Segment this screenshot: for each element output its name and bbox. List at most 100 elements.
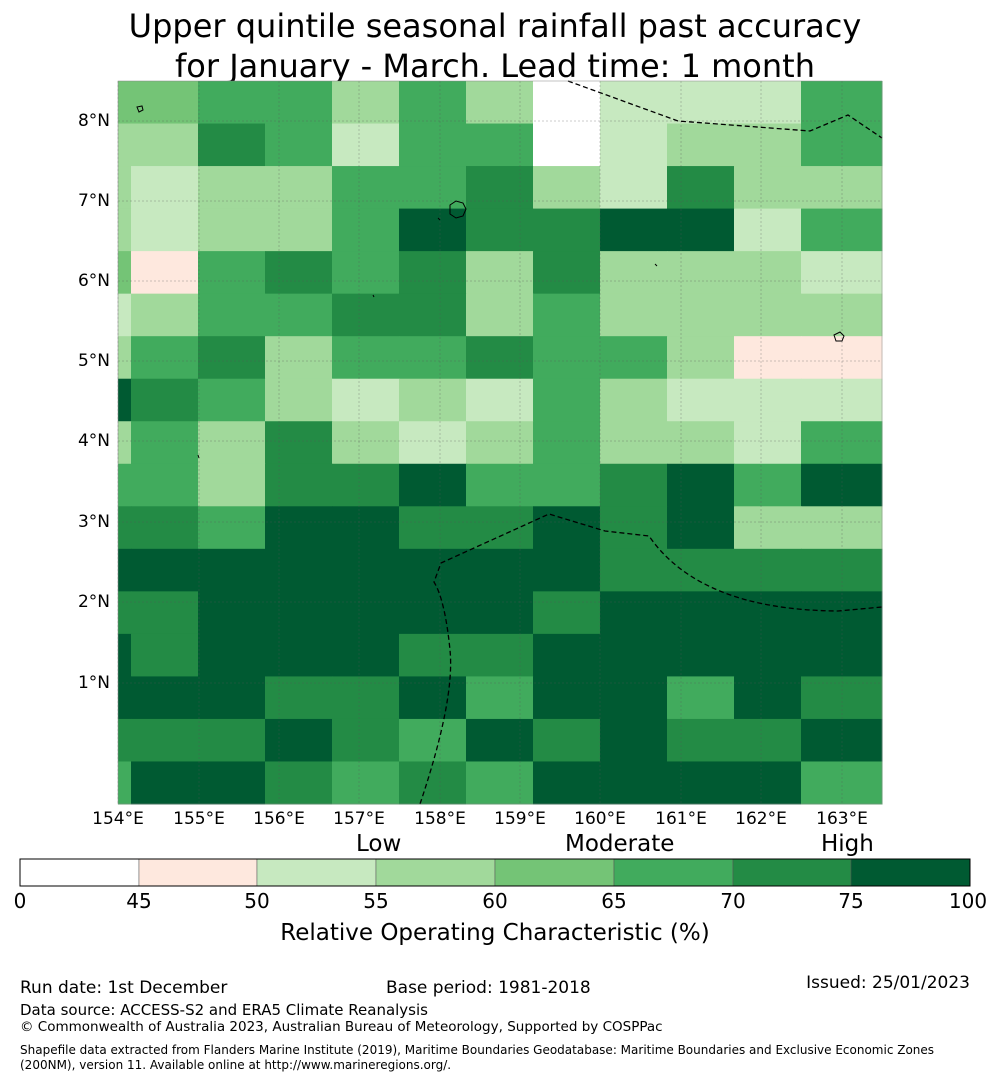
grid-cell xyxy=(332,293,400,337)
colorbar-tick-65: 65 xyxy=(601,889,627,913)
grid-cell xyxy=(533,591,601,635)
grid-cell xyxy=(533,378,601,422)
map-graticule xyxy=(117,81,882,804)
grid-cell xyxy=(600,208,668,252)
lat-label-8n: 8°N xyxy=(77,111,110,131)
grid-cell xyxy=(466,633,534,677)
grid-cell xyxy=(332,591,400,635)
island-kosrae xyxy=(833,331,845,342)
colorbar-tick-75: 75 xyxy=(838,889,864,913)
grid-cell xyxy=(131,208,199,252)
island-small-3 xyxy=(372,294,375,298)
grid-cell xyxy=(131,81,199,125)
island-small-4 xyxy=(197,454,200,459)
grid-cell xyxy=(600,166,668,210)
grid-cell xyxy=(118,591,132,635)
grid-cell xyxy=(198,336,266,380)
grid-cell xyxy=(533,336,601,380)
grid-cell xyxy=(734,548,802,592)
grid-cell xyxy=(118,336,132,380)
grid-cell xyxy=(198,676,266,720)
grid-cell xyxy=(600,421,668,465)
colorbar-swatch xyxy=(256,858,377,887)
grid-cell xyxy=(466,293,534,337)
grid-cell xyxy=(131,633,199,677)
colorbar-swatch xyxy=(494,858,615,887)
grid-cell xyxy=(265,591,333,635)
grid-cell xyxy=(600,123,668,167)
map-title: Upper quintile seasonal rainfall past ac… xyxy=(0,6,990,86)
grid-cell xyxy=(734,591,802,635)
grid-cell xyxy=(600,81,668,125)
grid-cell xyxy=(734,208,802,252)
grid-cell xyxy=(198,378,266,422)
grid-cell xyxy=(533,81,601,125)
grid-cell xyxy=(466,251,534,295)
grid-cell xyxy=(466,761,534,805)
grid-cell xyxy=(332,463,400,507)
grid-cell xyxy=(466,81,534,125)
grid-cell xyxy=(600,591,668,635)
accuracy-map xyxy=(117,80,883,805)
grid-cell xyxy=(198,463,266,507)
grid-cell xyxy=(399,293,467,337)
island-small-1 xyxy=(437,217,441,221)
grid-cell xyxy=(131,591,199,635)
grid-cell xyxy=(466,123,534,167)
grid-cell xyxy=(667,761,735,805)
colorbar-tick-55: 55 xyxy=(363,889,389,913)
grid-cell xyxy=(265,81,333,125)
grid-cell xyxy=(734,421,802,465)
grid-cell xyxy=(399,208,467,252)
grid-cell xyxy=(265,506,333,550)
lon-label-159e: 159°E xyxy=(494,809,546,829)
grid-cell xyxy=(198,166,266,210)
grid-cell xyxy=(667,81,735,125)
island-pohnpei xyxy=(449,200,467,219)
grid-cell xyxy=(667,208,735,252)
colorbar-legend xyxy=(19,858,971,887)
lon-label-161e: 161°E xyxy=(655,809,707,829)
grid-cell xyxy=(533,293,601,337)
grid-cell xyxy=(198,548,266,592)
grid-cell xyxy=(265,251,333,295)
grid-cell xyxy=(399,591,467,635)
grid-cell xyxy=(466,378,534,422)
grid-cell xyxy=(265,761,333,805)
lon-label-158e: 158°E xyxy=(414,809,466,829)
grid-cell xyxy=(131,378,199,422)
grid-cell xyxy=(332,633,400,677)
lat-label-5n: 5°N xyxy=(77,351,110,371)
grid-cell xyxy=(600,761,668,805)
grid-cell xyxy=(734,81,802,125)
grid-cell xyxy=(265,676,333,720)
lon-label-162e: 162°E xyxy=(735,809,787,829)
grid-cell xyxy=(198,123,266,167)
grid-cell xyxy=(198,633,266,677)
grid-cell xyxy=(265,633,333,677)
grid-cell xyxy=(399,633,467,677)
grid-cell xyxy=(332,166,400,210)
grid-cell xyxy=(332,506,400,550)
grid-cell xyxy=(667,506,735,550)
grid-cell xyxy=(131,336,199,380)
grid-cell xyxy=(600,251,668,295)
grid-cell xyxy=(600,676,668,720)
grid-cell xyxy=(131,676,199,720)
grid-cell xyxy=(667,123,735,167)
eez-boundaries xyxy=(419,80,883,805)
grid-cell xyxy=(332,718,400,762)
grid-cell xyxy=(667,421,735,465)
lat-label-3n: 3°N xyxy=(77,512,110,532)
grid-cell xyxy=(118,676,132,720)
grid-cell xyxy=(265,463,333,507)
grid-cell xyxy=(399,336,467,380)
grid-cell xyxy=(198,761,266,805)
grid-cell xyxy=(667,378,735,422)
grid-cell xyxy=(399,506,467,550)
grid-cell xyxy=(466,463,534,507)
grid-cell xyxy=(533,676,601,720)
grid-cell xyxy=(466,591,534,635)
grid-cell xyxy=(399,251,467,295)
island-small-2 xyxy=(654,263,658,267)
